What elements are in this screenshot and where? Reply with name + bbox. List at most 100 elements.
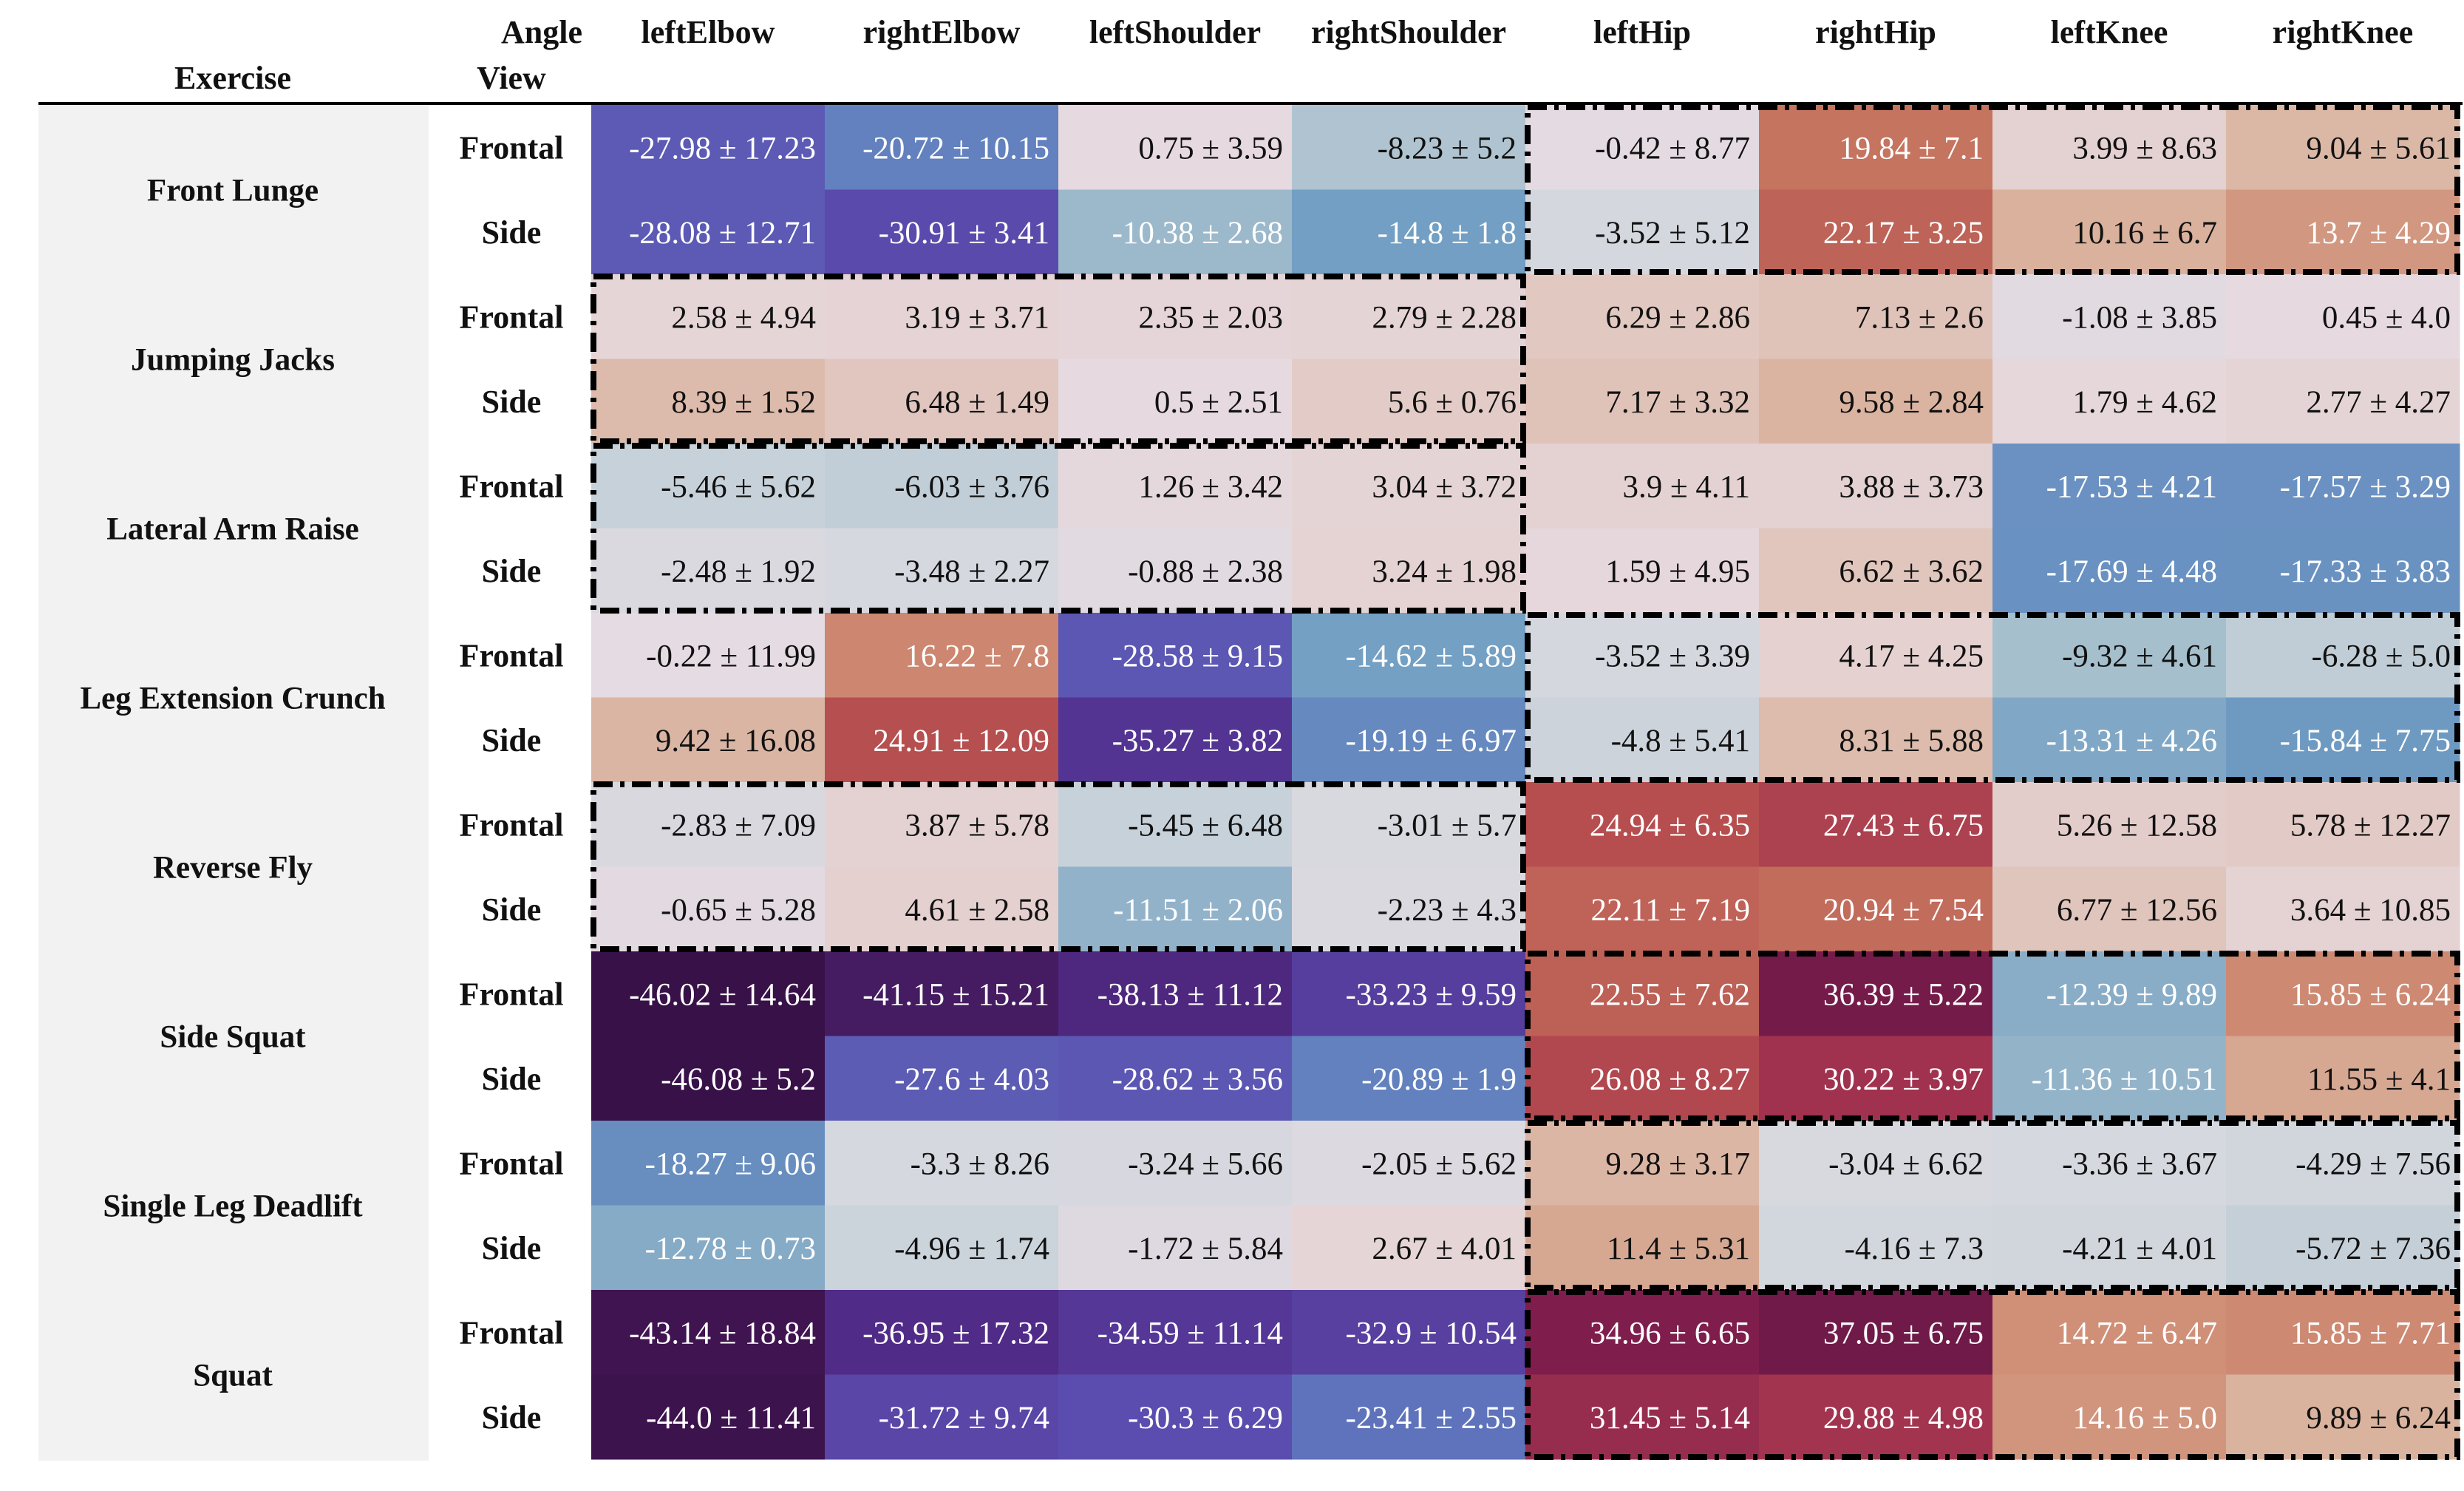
cell-value: -0.88 ± 2.38 (1128, 554, 1283, 589)
heatmap-cell (1292, 613, 1526, 698)
heatmap-cell (825, 782, 1059, 867)
heatmap-cell (1759, 1205, 1993, 1291)
cell-value: 8.39 ± 1.52 (671, 385, 816, 420)
heatmap-cell (1759, 866, 1993, 952)
cell-value: -6.28 ± 5.0 (2312, 639, 2451, 673)
cell-value: 34.96 ± 6.65 (1590, 1316, 1750, 1351)
cell-value: 6.62 ± 3.62 (1839, 554, 1984, 589)
heatmap-cell (1292, 951, 1526, 1036)
heatmap-cell (1759, 528, 1993, 614)
cell-value: -28.58 ± 9.15 (1112, 639, 1283, 673)
highlight-box (1525, 104, 2460, 275)
cell-value: -4.21 ± 4.01 (2062, 1232, 2217, 1266)
heatmap-cell (1058, 697, 1293, 783)
cell-value: -44.0 ± 11.41 (646, 1401, 816, 1436)
cell-value: -10.38 ± 2.68 (1112, 216, 1283, 251)
exercise-label: Jumping Jacks (131, 343, 335, 378)
cell-value: -2.48 ± 1.92 (661, 554, 816, 589)
heatmap-cell (1525, 528, 1760, 614)
cell-value: 24.91 ± 12.09 (873, 724, 1049, 758)
heatmap-cell (1058, 951, 1293, 1036)
cell-value: -4.16 ± 7.3 (1845, 1232, 1984, 1266)
view-label: Frontal (460, 806, 564, 843)
heatmap-cell (1759, 359, 1993, 444)
heatmap-cell (1292, 1290, 1526, 1375)
highlight-box (591, 443, 1526, 614)
heatmap-cell (825, 1374, 1059, 1460)
exercise-label: Squat (193, 1359, 273, 1393)
cell-value: -2.23 ± 4.3 (1378, 893, 1517, 928)
heatmap-cell (1992, 613, 2227, 698)
cell-value: 30.22 ± 3.97 (1823, 1062, 1984, 1097)
cell-value: 15.85 ± 6.24 (2290, 977, 2451, 1012)
cell-value: -17.53 ± 4.21 (2046, 469, 2217, 504)
heatmap-cell (591, 1374, 826, 1460)
heatmap-cell (1058, 1121, 1293, 1206)
heatmap-cell (2226, 1121, 2460, 1206)
heatmap-cells: -27.98 ± 17.23 -20.72 ± 10.15 0.75 ± 3.59 -… (591, 105, 2460, 1460)
heatmap-cell (2226, 359, 2460, 444)
heatmap-cell (825, 1121, 1059, 1206)
column-header-rightShoulder: rightShoulder (1311, 14, 1506, 50)
heatmap-cell (1759, 782, 1993, 867)
cell-value: -43.14 ± 18.84 (629, 1316, 816, 1351)
cell-value: 27.43 ± 6.75 (1823, 808, 1984, 843)
heatmap-cell (591, 189, 826, 275)
heatmap-cell (591, 105, 826, 190)
cell-value: 0.5 ± 2.51 (1154, 385, 1283, 420)
cell-value: 11.55 ± 4.1 (2307, 1062, 2451, 1097)
heatmap-cell (1525, 1121, 1760, 1206)
highlight-box (591, 781, 1526, 952)
header-exercise: Exercise (174, 60, 291, 96)
cell-value: -46.08 ± 5.2 (661, 1062, 816, 1097)
heatmap-cell (1058, 105, 1293, 190)
cell-value: 14.16 ± 5.0 (2072, 1401, 2217, 1436)
heatmap-cell (1992, 274, 2227, 359)
heatmap-cell (1525, 866, 1760, 952)
heatmap-cell (2226, 1290, 2460, 1375)
cell-value: -2.83 ± 7.09 (661, 808, 816, 843)
heatmap-cell (825, 866, 1059, 952)
heatmap-cell (591, 274, 826, 359)
cell-value: 3.88 ± 3.73 (1839, 469, 1984, 504)
view-label: Side (482, 553, 542, 589)
cell-value: -27.6 ± 4.03 (894, 1062, 1049, 1097)
cell-value: 6.77 ± 12.56 (2057, 893, 2217, 928)
heatmap-cell (1292, 782, 1526, 867)
cell-value: -0.65 ± 5.28 (661, 893, 816, 928)
heatmap-cell (2226, 782, 2460, 867)
heatmap-cell (2226, 274, 2460, 359)
cell-value: -34.59 ± 11.14 (1097, 1316, 1283, 1351)
cell-value: -35.27 ± 3.82 (1112, 724, 1283, 758)
cell-value: -6.03 ± 3.76 (894, 469, 1049, 504)
cell-value: 14.72 ± 6.47 (2057, 1316, 2217, 1351)
exercise-label: Leg Extension Crunch (80, 682, 385, 716)
column-headers: leftElbow rightElbow leftShoulder rightShou… (641, 14, 2414, 50)
heatmap-cell (825, 528, 1059, 614)
view-label: Side (482, 214, 542, 251)
heatmap-cell (1525, 359, 1760, 444)
cell-value: -30.3 ± 6.29 (1128, 1401, 1283, 1436)
cell-value: 2.77 ± 4.27 (2306, 385, 2451, 420)
column-header-rightHip: rightHip (1815, 14, 1936, 50)
heatmap-cell (1992, 444, 2227, 529)
cell-value: 0.45 ± 4.0 (2322, 300, 2451, 335)
heatmap-cell (2226, 866, 2460, 952)
header-angle: Angle (501, 14, 582, 50)
view-label: Side (482, 1399, 542, 1436)
cell-value: 2.58 ± 4.94 (671, 300, 816, 335)
cell-value: -33.23 ± 9.59 (1346, 977, 1517, 1012)
cell-value: -12.39 ± 9.89 (2046, 977, 2217, 1012)
view-label: Frontal (460, 299, 564, 335)
cell-value: -3.01 ± 5.7 (1378, 808, 1517, 843)
heatmap-cell (591, 1205, 826, 1291)
cell-value: 8.31 ± 5.88 (1839, 724, 1984, 758)
cell-value: -41.15 ± 15.21 (862, 977, 1049, 1012)
heatmap-cell (1058, 359, 1293, 444)
cell-value: 29.88 ± 4.98 (1823, 1401, 1984, 1436)
heatmap-cell (1525, 951, 1760, 1036)
heatmap-cell (1992, 105, 2227, 190)
view-label: Side (482, 722, 542, 758)
heatmap-cell (1058, 444, 1293, 529)
heatmap-cell (1759, 1036, 1993, 1121)
